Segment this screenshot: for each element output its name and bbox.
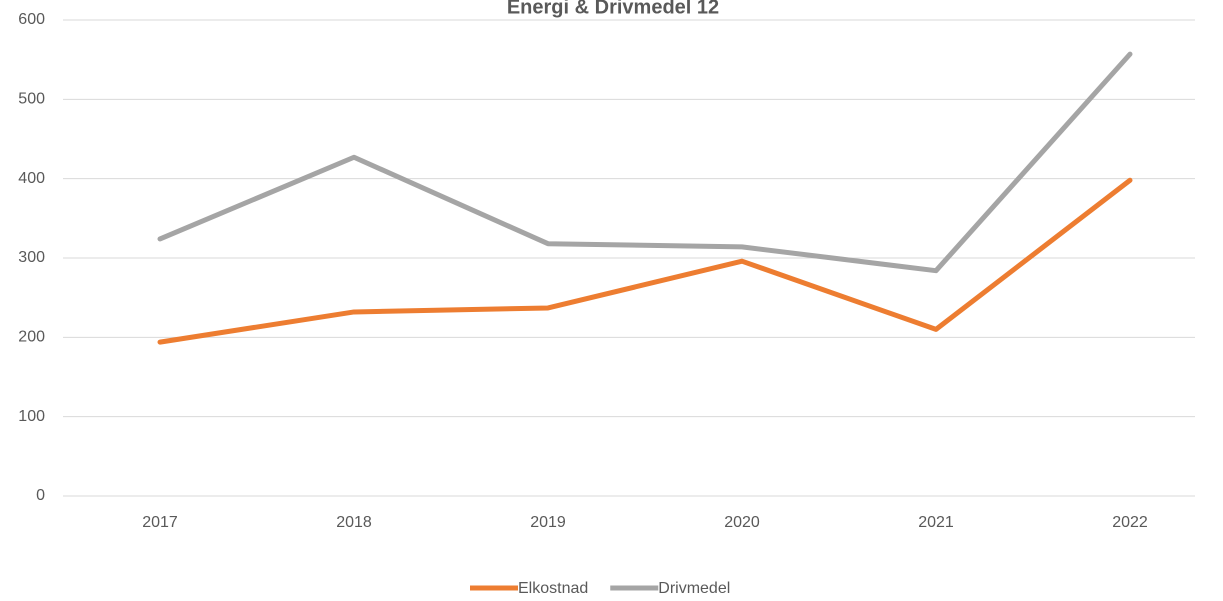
x-tick-label: 2021 — [918, 514, 954, 531]
x-tick-label: 2017 — [142, 514, 178, 531]
y-tick-label: 100 — [18, 408, 45, 425]
y-tick-label: 500 — [18, 91, 45, 108]
line-series — [157, 51, 1133, 274]
x-tick-label: 2022 — [1112, 514, 1148, 531]
x-tick-label: 2020 — [724, 514, 760, 531]
x-tick-label: 2019 — [530, 514, 566, 531]
legend-label: Drivmedel — [658, 580, 730, 597]
y-tick-label: 300 — [18, 249, 45, 266]
y-tick-label: 0 — [36, 487, 45, 504]
chart-title: Energi & Drivmedel 12 — [507, 0, 719, 18]
line-series — [157, 177, 1133, 345]
x-tick-label: 2018 — [336, 514, 372, 531]
legend-label: Elkostnad — [518, 580, 588, 597]
y-tick-label: 400 — [18, 170, 45, 187]
y-tick-label: 200 — [18, 329, 45, 346]
y-tick-label: 600 — [18, 11, 45, 28]
